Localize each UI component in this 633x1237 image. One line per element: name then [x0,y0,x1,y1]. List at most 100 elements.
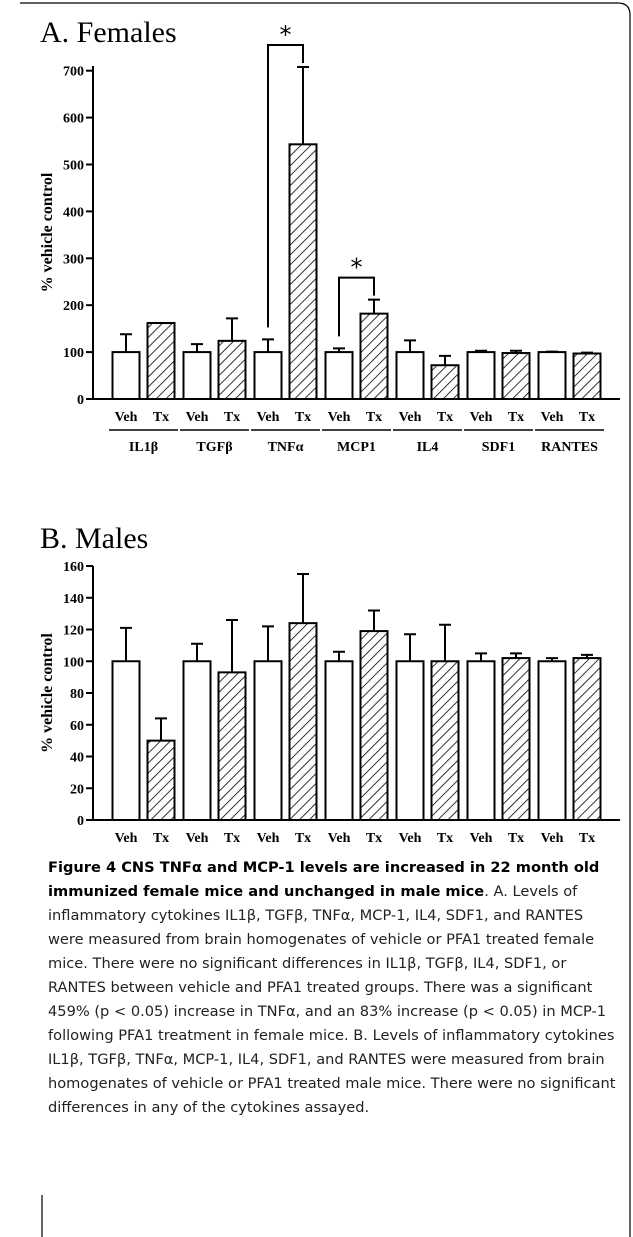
x-sub-label: Tx [295,831,311,846]
y-tick-label: 400 [63,205,84,220]
error-bar [297,572,309,624]
y-tick-label: 200 [63,299,84,314]
x-sub-label: Tx [366,831,382,846]
error-bar [510,349,522,354]
x-sub-label: Tx [508,831,524,846]
error-bar [404,339,416,353]
y-tick-label: 100 [63,346,84,361]
x-sub-label: Tx [153,410,169,425]
x-sub-label: Veh [257,831,280,846]
bar [395,351,425,401]
error-bar [120,626,132,662]
error-bar [475,349,487,353]
y-tick-label: 0 [77,393,84,408]
bar [537,351,567,401]
bar [253,351,283,401]
error-bar [439,623,451,662]
bar [111,660,141,821]
x-tick-label: IL4 [417,440,439,455]
error-bar [368,609,380,632]
bar [501,352,531,400]
bar [182,660,212,821]
x-sub-label: Veh [115,831,138,846]
x-sub-label: Tx [153,831,169,846]
x-tick-label: TNFα [268,440,304,455]
error-bar [297,65,309,145]
x-sub-label: Tx [224,410,240,425]
bar [253,660,283,821]
y-tick-label: 60 [70,719,84,734]
bar [359,312,389,400]
x-sub-label: Veh [186,831,209,846]
y-axis-label: % vehicle control [39,172,56,292]
caption-text: . A. Levels of inflammatory cytokines IL… [48,883,616,1116]
bar [466,351,496,401]
error-bar [262,625,274,662]
x-tick-label: RANTES [541,440,598,455]
bar [501,657,531,822]
error-bar [581,653,593,659]
error-bar [439,354,451,366]
significance-label: * [351,254,363,282]
error-bar [368,298,380,314]
significance-bracket [267,43,304,328]
error-bar [475,652,487,662]
bar [146,322,176,400]
bar [572,352,602,401]
error-bar [191,343,203,353]
error-bar [155,717,167,741]
x-sub-label: Tx [366,410,382,425]
error-bar [226,618,238,673]
y-tick-label: 300 [63,252,84,267]
bar [430,364,460,400]
x-sub-label: Veh [541,410,564,425]
error-bar [191,642,203,662]
y-tick-label: 120 [63,624,84,639]
x-sub-label: Veh [541,831,564,846]
bar [572,657,602,822]
panel-title: B. Males [40,522,148,555]
x-sub-label: Tx [579,831,595,846]
bar [146,739,176,821]
bar [537,660,567,821]
y-tick-label: 700 [63,65,84,80]
error-bar [404,633,416,662]
y-tick-label: 100 [63,655,84,670]
figure: A. Females% vehicle control0100200300400… [20,2,631,850]
bar [466,660,496,821]
error-bar [510,652,522,659]
bar [324,660,354,821]
x-sub-label: Tx [508,410,524,425]
y-tick-label: 20 [70,782,84,797]
y-axis-label: % vehicle control [39,633,56,753]
bar [324,351,354,401]
error-bar [546,657,558,662]
bar [288,622,318,822]
x-sub-label: Veh [470,831,493,846]
x-sub-label: Veh [399,410,422,425]
caption-title: Figure 4 CNS TNFα and MCP-1 levels are i… [48,859,600,900]
bar [288,143,318,400]
x-sub-label: Veh [186,410,209,425]
panel-title: A. Females [40,16,177,49]
x-sub-label: Veh [399,831,422,846]
y-tick-label: 0 [77,814,84,829]
x-tick-label: MCP1 [337,440,376,455]
error-bar [581,351,593,354]
x-tick-label: TGFβ [196,440,232,455]
error-bar [120,333,132,353]
x-sub-label: Veh [257,410,280,425]
error-bar [333,347,345,353]
bar [430,660,460,821]
frame [20,2,631,850]
x-sub-label: Veh [115,410,138,425]
x-sub-label: Veh [328,410,351,425]
bar [182,351,212,401]
x-tick-label: IL1β [129,440,158,455]
x-tick-label: SDF1 [482,440,515,455]
y-tick-label: 160 [63,560,84,575]
error-bar [226,317,238,341]
bar [111,351,141,401]
y-tick-label: 40 [70,751,84,766]
